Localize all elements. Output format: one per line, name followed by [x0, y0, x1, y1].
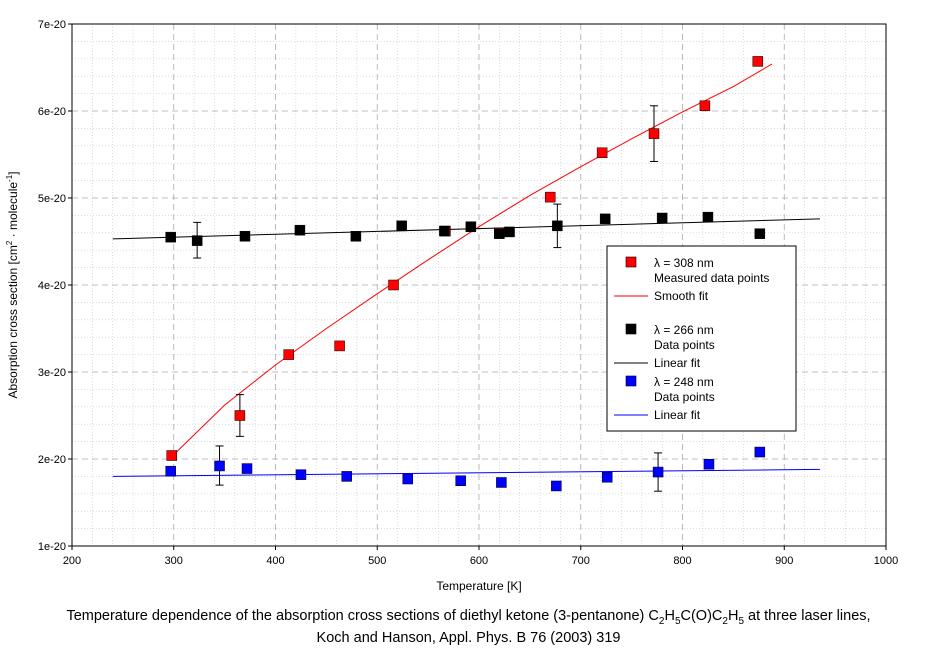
legend-label-248-fit: Linear fit [654, 408, 701, 422]
y-axis-title-end: ] [6, 171, 20, 174]
data-point-308 [234, 410, 246, 421]
data-point-266 [165, 231, 176, 243]
x-tick-label: 300 [165, 555, 183, 567]
x-tick-label: 400 [266, 555, 284, 567]
y-axis-title-sup1: 2 [5, 240, 14, 245]
legend-label-266-points: Data points [654, 338, 715, 352]
data-point-248 [754, 446, 766, 458]
formula-part: H [727, 608, 739, 624]
data-point-266 [294, 224, 306, 236]
data-point-308 [334, 340, 345, 352]
data-point-248 [455, 475, 466, 486]
legend-box [606, 245, 797, 432]
legend-label-308-points: Measured data points [654, 271, 769, 285]
formula-part: 2 [658, 615, 665, 627]
legend: λ = 308 nm Measured data points Smooth f… [606, 245, 797, 432]
x-tick-label: 500 [368, 555, 386, 567]
legend-label-266-fit: Linear fit [654, 356, 701, 370]
data-point-266 [396, 220, 407, 232]
data-point-266 [599, 213, 611, 225]
data-point-266 [754, 228, 766, 239]
plot-frame [71, 23, 887, 547]
x-tick-label: 1000 [874, 555, 898, 567]
formula-part: 2 [722, 615, 728, 627]
formula-part: 5 [738, 615, 744, 627]
fit-line-308 [173, 63, 773, 455]
y-tick-label: 7e-20 [38, 19, 66, 31]
data-point-308 [699, 100, 711, 112]
data-point-266 [504, 226, 515, 238]
y-axis-title-main: Absorption cross section [cm [6, 245, 20, 398]
legend-label-308: λ = 308 nm [654, 256, 714, 270]
y-tick-label: 6e-20 [38, 106, 66, 118]
data-point-248 [295, 469, 307, 480]
data-point-308 [596, 147, 608, 159]
y-tick-label: 1e-20 [38, 541, 66, 553]
data-point-266 [350, 231, 362, 242]
data-point-308 [544, 191, 556, 203]
legend-label-266: λ = 266 nm [654, 323, 714, 337]
data-point-308 [166, 450, 177, 461]
y-tick-label: 5e-20 [38, 193, 66, 205]
caption-line-1: Temperature dependence of the absorption… [0, 605, 937, 633]
data-point-266 [552, 220, 563, 232]
data-point-308 [388, 279, 399, 291]
data-point-248 [551, 480, 562, 492]
caption-text-end: at three laser lines, [744, 608, 871, 624]
formula-part: 5 [674, 615, 681, 627]
caption-line-2: Koch and Hanson, Appl. Phys. B 76 (2003)… [316, 630, 621, 646]
data-point-248 [496, 477, 507, 488]
legend-label-308-fit: Smooth fit [654, 289, 709, 303]
data-point-266 [702, 211, 714, 223]
data-point-248 [601, 472, 613, 483]
data-point-266 [239, 231, 251, 242]
data-point-248 [241, 463, 253, 474]
chart: 200 300 400 500 600 700 800 900 1000 1e-20 2e-20 3e… [5, 19, 898, 593]
formula-part: H [664, 608, 675, 624]
x-tick-label: 900 [775, 555, 793, 567]
data-point-308 [648, 128, 660, 139]
x-axis-title: Temperature [K] [436, 579, 521, 593]
data-point-248 [402, 473, 414, 485]
legend-label-248-points: Data points [654, 390, 715, 404]
data-point-248 [652, 466, 664, 478]
data-point-266 [656, 212, 668, 224]
data-points [165, 56, 766, 492]
data-point-248 [165, 465, 176, 477]
fit-line-248 [112, 468, 820, 477]
y-axis-title-mid: · molecule [6, 182, 20, 241]
legend-marker-248 [625, 375, 637, 387]
data-point-248 [214, 460, 225, 472]
data-point-266 [465, 221, 477, 232]
x-tick-label: 200 [63, 555, 81, 567]
data-point-248 [341, 471, 352, 482]
data-point-266 [439, 225, 450, 237]
data-point-308 [752, 56, 764, 67]
x-tick-label: 700 [572, 555, 590, 567]
y-axis-title: Absorption cross section [cm2 · molecule… [5, 171, 20, 398]
y-tick-label: 3e-20 [38, 367, 66, 379]
data-point-266 [191, 235, 203, 246]
y-tick-label: 4e-20 [38, 280, 66, 292]
data-point-248 [703, 458, 715, 470]
formula-part: C(O)C [680, 608, 723, 624]
y-tick-label: 2e-20 [38, 454, 66, 466]
y-axis-title-sup2: -1 [5, 174, 14, 182]
chemical-formula: 2H5C(O)C2H5 [658, 608, 744, 627]
data-point-308 [283, 349, 294, 360]
legend-label-248: λ = 248 nm [654, 375, 714, 389]
axes: 200 300 400 500 600 700 800 900 1000 1e-20 2e-20 3e… [38, 19, 898, 567]
data-point-266 [494, 228, 505, 239]
x-tick-label: 800 [673, 555, 691, 567]
legend-marker-266 [625, 323, 637, 335]
x-tick-label: 600 [470, 555, 488, 567]
caption-text-start: Temperature dependence of the absorption… [66, 608, 659, 624]
legend-marker-308 [625, 256, 637, 268]
